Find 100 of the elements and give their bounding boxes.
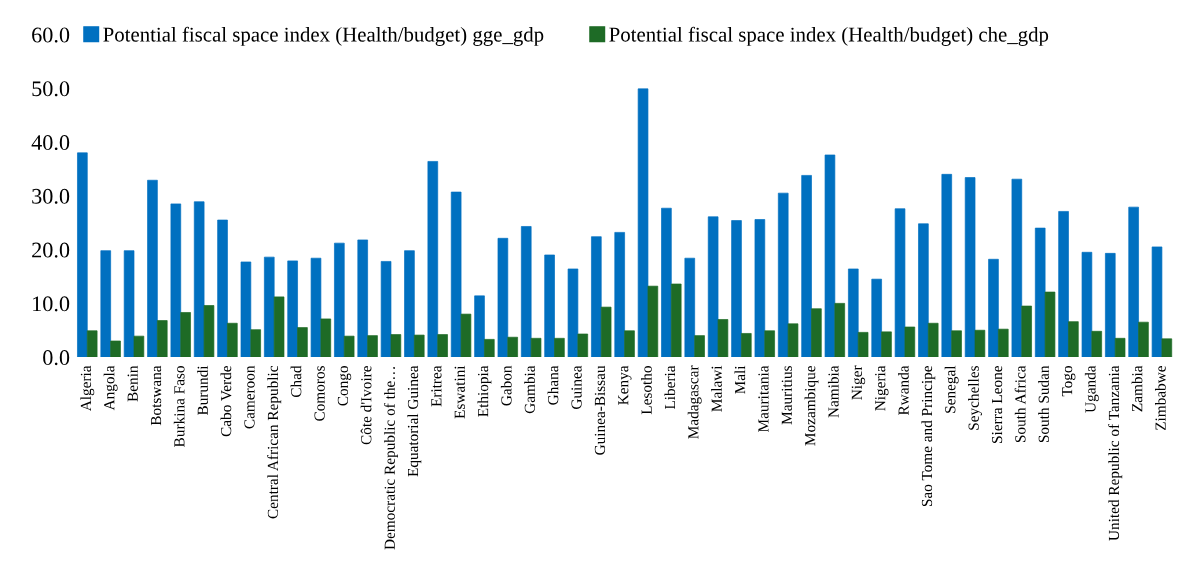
bar	[170, 203, 182, 358]
bar	[1021, 305, 1032, 358]
bar	[287, 260, 298, 358]
bar	[1068, 321, 1079, 358]
x-tick-label: Guinea	[571, 365, 582, 409]
bar	[413, 334, 425, 358]
bar	[707, 216, 719, 358]
y-tick-label: 30.0	[32, 188, 70, 204]
bar	[530, 337, 542, 358]
bar	[264, 256, 275, 358]
bar	[157, 320, 168, 358]
x-tick-label: Nigeria	[875, 365, 889, 411]
bar	[520, 226, 532, 358]
x-tick-label: Zimbabwe	[1154, 365, 1166, 431]
bar	[334, 242, 345, 358]
bar	[811, 308, 822, 358]
bar	[998, 328, 1009, 358]
bar	[904, 326, 916, 358]
x-tick-label: Algeria	[80, 365, 95, 412]
bar	[661, 207, 672, 358]
bar	[497, 237, 509, 358]
y-tick-label: 60.0	[32, 27, 70, 43]
x-tick-label: Central African Republic	[267, 365, 282, 519]
bar	[1128, 206, 1139, 358]
bar	[450, 191, 462, 358]
x-tick-label: Botswana	[151, 365, 162, 426]
bar	[918, 223, 929, 358]
bar	[427, 161, 439, 358]
x-tick-label: South Africa	[1014, 365, 1026, 443]
bar	[1044, 291, 1056, 358]
x-tick-label: United Republic of Tanzania	[1108, 365, 1123, 541]
x-tick-label: Madagascar	[687, 365, 702, 439]
bar	[670, 283, 682, 358]
bar	[404, 250, 415, 358]
bar	[484, 339, 495, 358]
bar	[717, 319, 729, 358]
x-tick-label: Angola	[103, 365, 118, 411]
x-tick-label: Mauritius	[781, 366, 792, 425]
x-tick-label: Eritrea	[431, 365, 442, 407]
y-tick-label: 50.0	[32, 81, 70, 97]
bar	[507, 336, 518, 358]
x-tick-label: Senegal	[944, 365, 959, 413]
x-tick-label: Sierra Leone	[991, 365, 1003, 443]
x-tick-label: Burundi	[197, 365, 208, 416]
bar	[824, 154, 836, 358]
x-tick-label: Congo	[337, 366, 352, 406]
bar	[474, 295, 485, 358]
x-tick-label: Ethiopia	[477, 365, 492, 417]
x-tick-label: Comoros	[314, 366, 325, 421]
x-tick-label: Zambia	[1131, 365, 1143, 412]
x-tick-label: Kenya	[618, 365, 632, 405]
bar	[684, 257, 696, 358]
x-tick-label: Democratic Republic of the…	[383, 367, 398, 550]
x-tick-label: Cabo Verde	[220, 365, 232, 437]
bar	[857, 332, 869, 358]
x-tick-label: Mozambique	[804, 365, 819, 446]
x-tick-label: Niger	[851, 365, 866, 400]
x-tick-label: Equatorial Guinea	[407, 365, 422, 477]
x-tick-label: Gabon	[500, 365, 512, 406]
bar	[320, 318, 332, 358]
bar	[1011, 178, 1023, 358]
bar	[367, 335, 378, 358]
x-tick-label: Malawi	[711, 365, 722, 412]
bar	[577, 333, 589, 358]
bar	[310, 257, 322, 358]
bar	[834, 303, 846, 358]
x-tick-label: Benin	[127, 365, 138, 402]
bar	[941, 173, 953, 358]
legend-label: Potential fiscal space index (Health/budget) che_gdp	[609, 26, 1049, 46]
bar	[974, 329, 986, 358]
bar	[110, 340, 121, 358]
bar	[741, 333, 752, 358]
bar	[694, 335, 705, 358]
bar	[964, 177, 976, 358]
x-tick-label: Mali	[734, 365, 746, 394]
bar	[637, 88, 649, 358]
bar	[147, 179, 158, 358]
bar	[554, 337, 565, 358]
bar	[1091, 330, 1102, 358]
bar	[1114, 337, 1126, 358]
bar	[1105, 253, 1116, 358]
bar	[1081, 251, 1093, 358]
bar	[297, 327, 308, 358]
bar	[764, 330, 775, 358]
x-tick-label: South Sudan	[1038, 365, 1049, 443]
bar	[460, 313, 472, 358]
bar	[731, 220, 742, 358]
bar	[647, 285, 659, 358]
bar	[881, 331, 892, 358]
x-tick-label: Gambia	[524, 365, 535, 414]
bar	[614, 232, 625, 358]
bar	[1058, 211, 1069, 358]
x-tick-label: Burkina Faso	[173, 366, 185, 447]
bar	[437, 334, 448, 358]
bar	[544, 254, 555, 358]
x-tick-label: Namibia	[827, 365, 839, 418]
bar	[193, 201, 205, 358]
bar	[273, 296, 285, 358]
bar	[871, 278, 882, 358]
x-tick-label: Cameroon	[244, 365, 255, 429]
